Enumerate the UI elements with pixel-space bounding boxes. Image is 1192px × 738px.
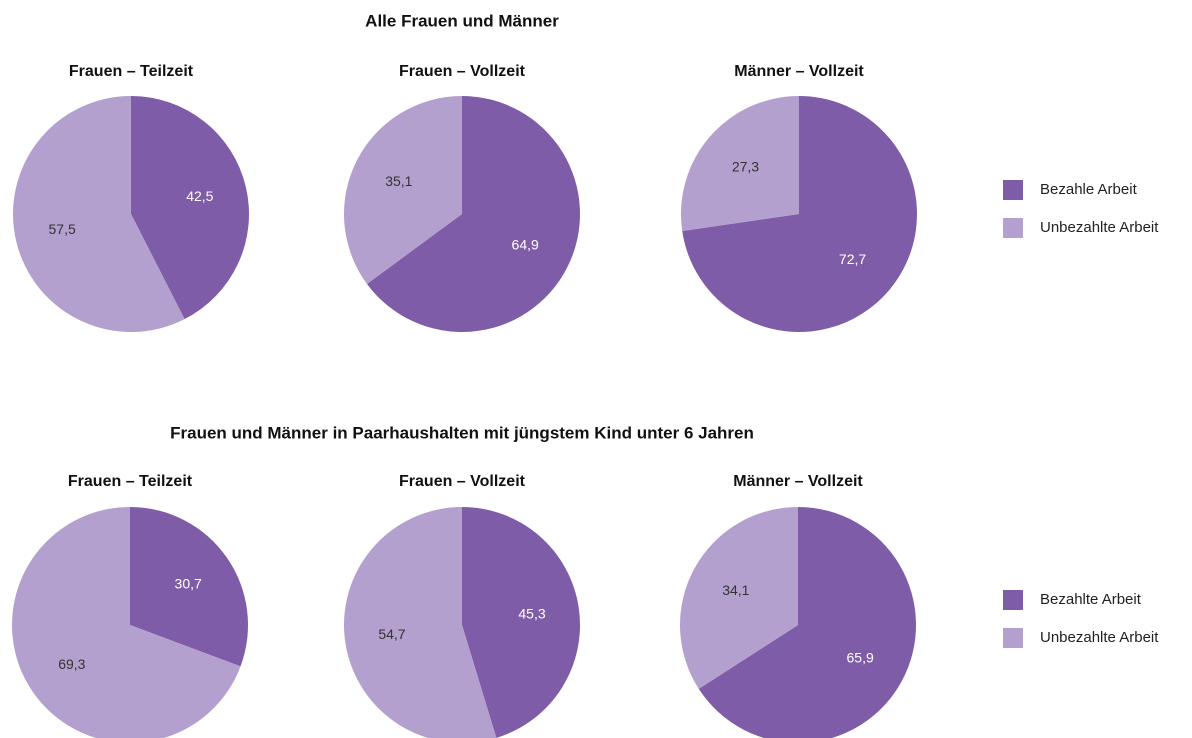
pie-slice: [344, 96, 462, 284]
pie-slice: [12, 507, 241, 738]
legend-label: Unbezahlte Arbeit: [1040, 629, 1159, 646]
value-label: 54,7: [378, 626, 405, 642]
legend-swatch: [1003, 628, 1023, 648]
section-title: Frauen und Männer in Paarhaushalten mit …: [170, 423, 754, 442]
value-label: 34,1: [722, 582, 749, 598]
pie-slice: [344, 507, 497, 738]
value-label: 72,7: [839, 251, 866, 267]
legend-label: Bezahlte Arbeit: [1040, 591, 1142, 608]
value-label: 27,3: [732, 158, 759, 174]
pie-slice: [682, 96, 918, 332]
pie-title: Frauen – Teilzeit: [69, 63, 194, 80]
legend-label: Unbezahlte Arbeit: [1040, 219, 1159, 236]
value-label: 65,9: [847, 650, 874, 666]
pie-title: Frauen – Vollzeit: [399, 63, 526, 80]
pie-title: Frauen – Teilzeit: [68, 473, 193, 490]
legend-swatch: [1003, 218, 1023, 238]
value-label: 35,1: [385, 173, 412, 189]
pie-slice: [131, 96, 250, 320]
legend-swatch: [1003, 180, 1023, 200]
section-title: Alle Frauen und Männer: [365, 11, 559, 30]
pie-slice: [462, 507, 580, 738]
legend-label: Bezahle Arbeit: [1040, 181, 1138, 198]
pie-slice: [698, 507, 916, 738]
pie-slice: [681, 96, 799, 231]
value-label: 57,5: [49, 221, 76, 237]
pie-slice: [130, 507, 249, 667]
pie-slice: [13, 96, 185, 332]
value-label: 42,5: [186, 188, 213, 204]
pie-title: Männer – Vollzeit: [733, 473, 863, 490]
value-label: 45,3: [518, 605, 545, 621]
value-label: 69,3: [58, 656, 85, 672]
legend-swatch: [1003, 590, 1023, 610]
value-label: 64,9: [512, 237, 539, 253]
value-label: 30,7: [175, 575, 202, 591]
pie-title: Frauen – Vollzeit: [399, 473, 526, 490]
pie-slice: [366, 96, 580, 333]
pie-slice: [680, 507, 798, 689]
pie-title: Männer – Vollzeit: [734, 63, 864, 80]
